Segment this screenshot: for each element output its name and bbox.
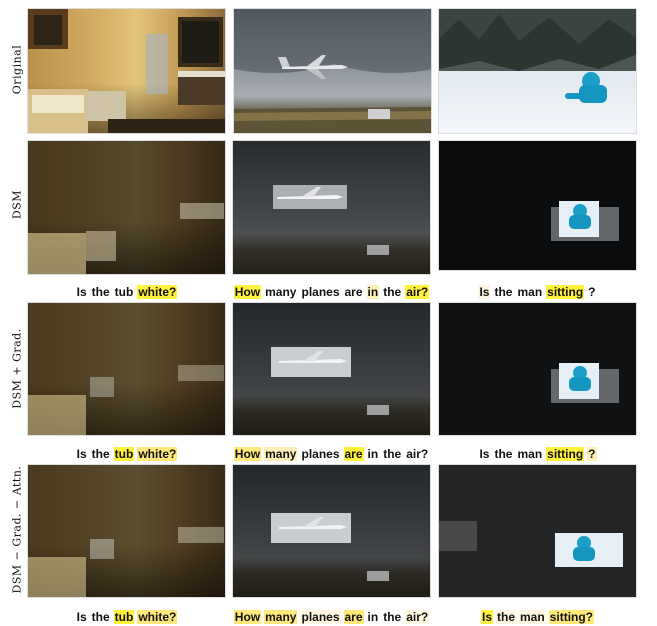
row-label-dsm: DSM: [10, 189, 24, 220]
caption-word: white?: [137, 447, 178, 461]
caption-word: man: [519, 610, 546, 624]
caption-word: the: [383, 285, 402, 299]
caption-word: the: [496, 610, 516, 624]
caption-word: Is: [76, 447, 87, 461]
dsm-grad-bathroom-image: [27, 302, 226, 436]
caption-dsm-grad-attn-man: Is the man sitting?: [438, 608, 637, 626]
caption-dsm-planes: How many planes are in the air?: [232, 283, 431, 301]
dsm-grad-attn-bathroom-overlay: [28, 465, 225, 597]
caption-word: ?: [588, 285, 596, 299]
caption-word: the: [91, 610, 110, 624]
dsm-grad-attn-snow-overlay: [439, 465, 636, 597]
caption-word: man: [517, 285, 543, 299]
dsm-grad-bathroom-overlay: [28, 303, 225, 435]
dsm-grad-airplane-image: [232, 302, 431, 436]
dsm-grad-attn-airplane-image: [232, 464, 431, 598]
caption-word: man: [517, 447, 543, 461]
dsm-airplane-overlay: [233, 141, 430, 274]
caption-word: white?: [137, 285, 178, 299]
dsm-grad-attn-bathroom-image: [27, 464, 226, 598]
caption-word: Is: [76, 610, 87, 624]
dsm-grad-snow-overlay: [439, 303, 636, 435]
row-label-dsm-grad-attn: DSM − Grad. − Attn.: [10, 465, 24, 594]
original-snow-image: [438, 8, 637, 134]
caption-word: Is: [76, 285, 87, 299]
caption-dsm-grad-attn-planes: How many planes are in the air?: [232, 608, 431, 626]
caption-word: are: [343, 610, 364, 624]
bathroom-scene-graphic: [28, 9, 225, 133]
dsm-bathroom-image: [27, 140, 226, 275]
caption-word: Is: [480, 610, 493, 624]
caption-dsm-man: Is the man sitting?: [438, 283, 637, 301]
caption-word: planes: [301, 285, 340, 299]
caption-word: sitting: [546, 285, 585, 299]
caption-word: the: [91, 285, 110, 299]
dsm-grad-attn-airplane-overlay: [233, 465, 430, 597]
caption-word: How: [233, 285, 262, 299]
caption-word: the: [494, 285, 513, 299]
caption-word: white?: [137, 610, 178, 624]
caption-word: many: [265, 285, 297, 299]
caption-dsm-grad-planes: How many planes are in the air?: [232, 445, 431, 463]
caption-word: tub: [114, 285, 134, 299]
row-label-original: Original: [10, 44, 24, 95]
caption-word: in: [367, 610, 379, 624]
caption-word: air?: [406, 447, 429, 461]
caption-word: air?: [405, 610, 430, 624]
caption-word: sitting?: [548, 610, 595, 624]
row-label-dsm-grad: DSM + Grad.: [10, 328, 24, 409]
caption-word: planes: [300, 610, 341, 624]
original-airplane-image: [233, 8, 432, 134]
caption-word: tub: [113, 447, 135, 461]
caption-dsm-grad-attn-tub: Is the tub white?: [27, 608, 226, 626]
caption-word: are: [343, 447, 364, 461]
caption-word: tub: [113, 610, 135, 624]
dsm-grad-attn-snow-image: [438, 464, 637, 598]
dsm-bathroom-overlay: [28, 141, 225, 274]
caption-word: the: [383, 447, 402, 461]
caption-word: How: [233, 447, 262, 461]
dsm-grad-airplane-overlay: [233, 303, 430, 435]
caption-dsm-grad-tub: Is the tub white?: [27, 445, 226, 463]
caption-word: in: [367, 447, 379, 461]
caption-word: in: [366, 285, 380, 299]
caption-word: the: [494, 447, 513, 461]
caption-word: the: [383, 610, 402, 624]
snow-scene-graphic: [439, 9, 636, 103]
caption-word: planes: [301, 447, 340, 461]
caption-word: the: [91, 447, 110, 461]
dsm-grad-snow-image: [438, 302, 637, 436]
caption-word: many: [264, 447, 298, 461]
caption-word: many: [264, 610, 298, 624]
caption-word: How: [233, 610, 262, 624]
dsm-snow-overlay: [439, 141, 636, 270]
original-bathroom-image: [27, 8, 226, 134]
caption-dsm-tub: Is the tub white?: [27, 283, 226, 301]
caption-word: Is: [479, 447, 490, 461]
airplane-scene-graphic: [234, 9, 431, 133]
caption-dsm-grad-man: Is the man sitting?: [438, 445, 637, 463]
caption-word: Is: [478, 285, 491, 299]
caption-word: air?: [405, 285, 430, 299]
caption-word: sitting: [546, 447, 585, 461]
caption-word: are: [344, 285, 363, 299]
dsm-airplane-image: [232, 140, 431, 275]
dsm-snow-image: [438, 140, 637, 271]
caption-word: ?: [587, 447, 597, 461]
